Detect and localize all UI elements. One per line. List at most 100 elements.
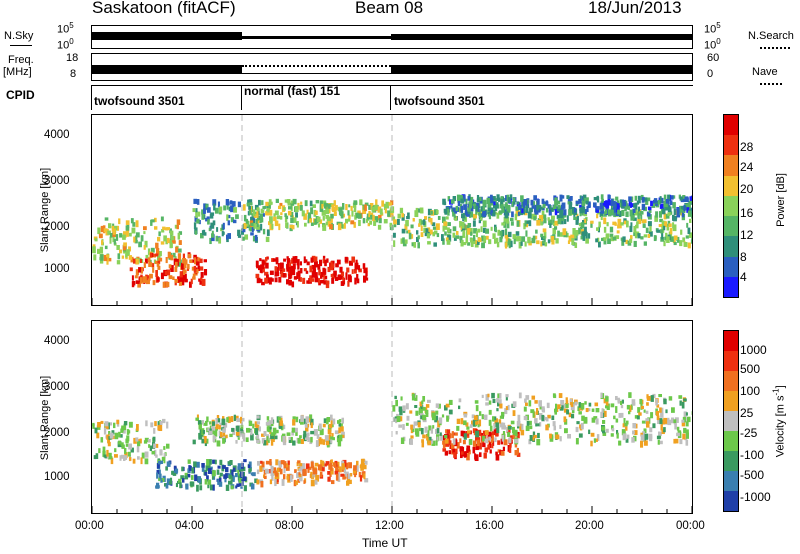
heatmap-cell [141,452,145,459]
heatmap-cell [525,402,528,406]
heatmap-cell [617,207,620,215]
heatmap-cell [541,210,545,216]
heatmap-cell [539,413,543,420]
nsky-label: N.Sky [4,30,34,42]
heatmap-cell [299,463,303,467]
heatmap-cell [146,275,151,281]
vel-cb-tick-neg500: -500 [740,468,765,482]
heatmap-cell [383,203,387,211]
heatmap-cell [505,216,510,224]
heatmap-cell [262,466,265,472]
heatmap-cell [283,207,286,211]
heatmap-cell [160,272,164,280]
heatmap-cell [270,432,274,436]
heatmap-cell [503,216,507,224]
heatmap-cell [654,215,659,222]
heatmap-cell [393,240,396,247]
heatmap-cell [554,410,558,415]
heatmap-cell [477,197,482,202]
heatmap-cell [605,396,609,402]
heatmap-cell [154,253,159,257]
heatmap-cell [499,210,503,214]
heatmap-cell [442,225,445,232]
heatmap-cell [257,461,261,466]
heatmap-cell [495,202,499,209]
heatmap-cell [267,437,270,443]
heatmap-cell [254,478,258,484]
power-cb-tick-4: 4 [740,270,747,284]
heatmap-cell [364,478,369,483]
heatmap-cell [260,264,265,270]
heatmap-cell [164,270,168,276]
cpid-segment-3: twofsound 3501 [394,94,485,108]
heatmap-cell [469,424,473,428]
heatmap-cell [684,203,689,211]
heatmap-cell [389,222,393,228]
heatmap-cell [265,211,268,216]
heatmap-cell [446,239,451,245]
heatmap-cell [631,203,635,208]
heatmap-cell [611,209,614,216]
heatmap-cell [174,281,177,286]
heatmap-cell [140,457,143,465]
heatmap-cell [625,438,629,443]
heatmap-cell [258,199,261,206]
heatmap-cell [595,418,599,425]
heatmap-cell [122,429,126,434]
heatmap-cell [453,207,457,212]
colorbar-swatch [724,390,738,411]
heatmap-cell [256,434,260,439]
heatmap-cell [425,404,430,408]
heatmap-cell [290,211,294,216]
heatmap-cell [567,240,570,245]
heatmap-cell [98,233,103,239]
heatmap-cell [625,239,629,245]
heatmap-cell [336,259,341,265]
heatmap-cell [467,223,472,228]
heatmap-cell [338,422,342,427]
heatmap-cell [338,427,341,434]
heatmap-cell [358,219,361,227]
heatmap-cell [207,428,210,432]
heatmap-cell [667,417,670,422]
heatmap-cell [659,218,663,223]
heatmap-cell [165,227,169,231]
heatmap-cell [323,210,326,215]
heatmap-cell [533,216,537,221]
heatmap-cell [166,237,170,244]
heatmap-cell [488,400,492,405]
heatmap-cell [310,430,315,435]
heatmap-cell [109,432,114,439]
heatmap-cell [194,257,197,265]
heatmap-cell [92,422,95,427]
heatmap-cell [456,442,460,449]
heatmap-cell [545,424,549,431]
heatmap-cell [413,242,417,248]
heatmap-cell [270,438,274,446]
heatmap-cell [591,417,596,423]
heatmap-cell [533,195,537,201]
heatmap-cell [328,424,333,429]
heatmap-cell [628,196,632,202]
heatmap-cell [494,239,497,244]
heatmap-cell [600,215,603,221]
heatmap-cell [347,280,350,287]
heatmap-cell [222,222,225,230]
heatmap-cell [269,209,273,216]
heatmap-cell [480,226,483,233]
heatmap-cell [206,216,210,221]
heatmap-cell [156,248,160,255]
heatmap-cell [673,438,677,444]
heatmap-cell [640,214,643,221]
heatmap-cell [499,236,503,243]
heatmap-cell [392,232,396,238]
heatmap-cell [118,218,121,225]
heatmap-cell [261,438,264,444]
heatmap-cell [314,261,318,268]
heatmap-cell [482,227,487,233]
heatmap-cell [559,194,563,202]
heatmap-cell [323,268,327,275]
heatmap-cell [521,423,524,430]
heatmap-cell [492,196,496,201]
heatmap-cell [427,430,430,437]
